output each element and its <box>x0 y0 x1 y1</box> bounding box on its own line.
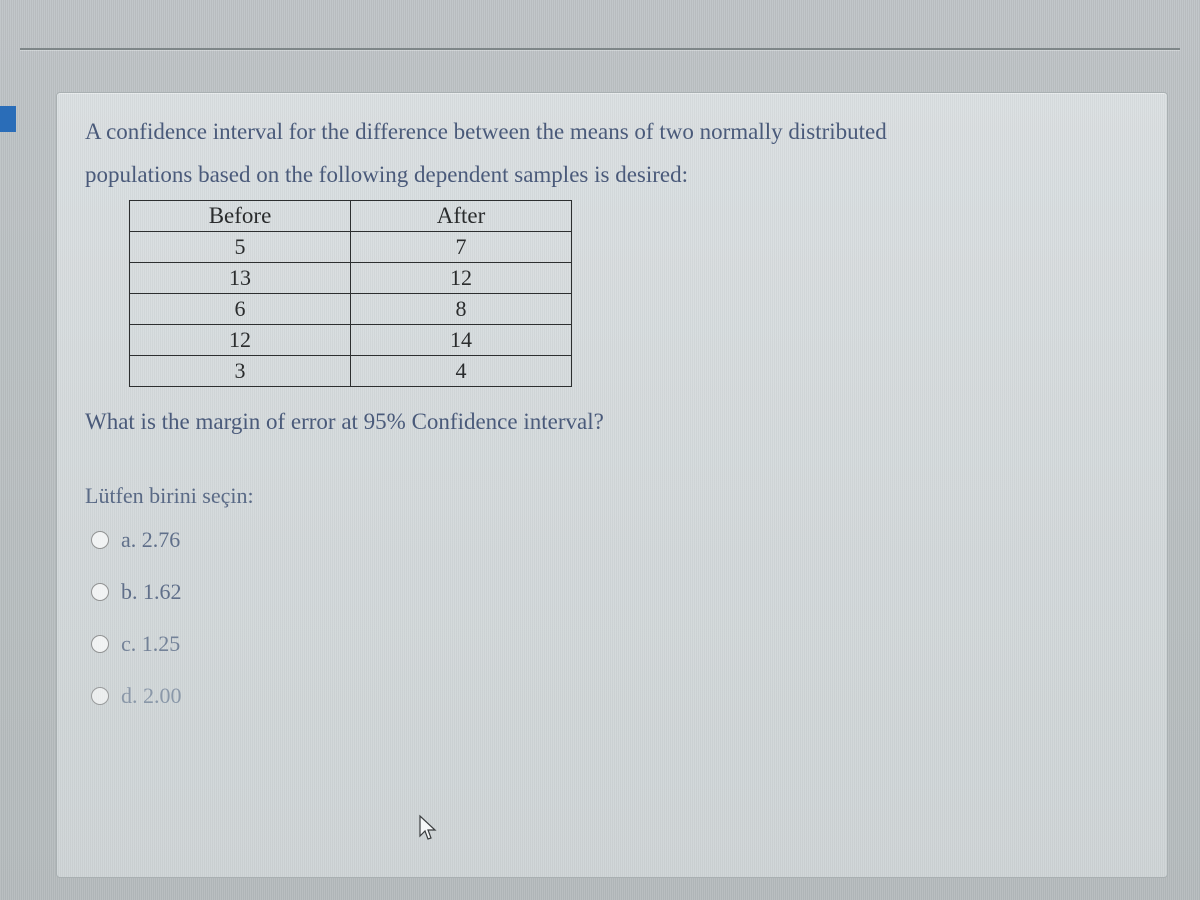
cell-before: 13 <box>130 263 351 294</box>
cell-after: 14 <box>351 325 572 356</box>
table-row: 3 4 <box>130 356 572 387</box>
question-text-line1: A confidence interval for the difference… <box>85 115 1139 150</box>
col-header-after: After <box>351 201 572 232</box>
data-table: Before After 5 7 13 12 6 8 12 <box>129 200 572 387</box>
option-d-label: d. 2.00 <box>121 683 182 709</box>
cell-after: 12 <box>351 263 572 294</box>
question-card: A confidence interval for the difference… <box>56 92 1168 878</box>
question-text-line2: populations based on the following depen… <box>85 158 1139 193</box>
radio-d[interactable] <box>91 687 109 705</box>
col-header-before: Before <box>130 201 351 232</box>
cell-before: 12 <box>130 325 351 356</box>
radio-a[interactable] <box>91 531 109 549</box>
question-followup: What is the margin of error at 95% Confi… <box>85 409 1139 435</box>
option-b-label: b. 1.62 <box>121 579 182 605</box>
option-d[interactable]: d. 2.00 <box>91 683 1139 709</box>
option-c-label: c. 1.25 <box>121 631 180 657</box>
cell-before: 5 <box>130 232 351 263</box>
option-c[interactable]: c. 1.25 <box>91 631 1139 657</box>
cell-after: 8 <box>351 294 572 325</box>
radio-c[interactable] <box>91 635 109 653</box>
table-row: 12 14 <box>130 325 572 356</box>
table-row: 13 12 <box>130 263 572 294</box>
screen: A confidence interval for the difference… <box>0 0 1200 900</box>
cell-after: 4 <box>351 356 572 387</box>
table-row: 5 7 <box>130 232 572 263</box>
options-group: a. 2.76 b. 1.62 c. 1.25 d. 2.00 <box>91 527 1139 709</box>
option-a[interactable]: a. 2.76 <box>91 527 1139 553</box>
option-a-label: a. 2.76 <box>121 527 180 553</box>
top-divider <box>20 48 1180 50</box>
choose-one-label: Lütfen birini seçin: <box>85 483 1139 509</box>
table-header-row: Before After <box>130 201 572 232</box>
radio-b[interactable] <box>91 583 109 601</box>
option-b[interactable]: b. 1.62 <box>91 579 1139 605</box>
table-row: 6 8 <box>130 294 572 325</box>
cell-after: 7 <box>351 232 572 263</box>
cell-before: 6 <box>130 294 351 325</box>
question-flag-marker[interactable] <box>0 106 16 132</box>
cell-before: 3 <box>130 356 351 387</box>
